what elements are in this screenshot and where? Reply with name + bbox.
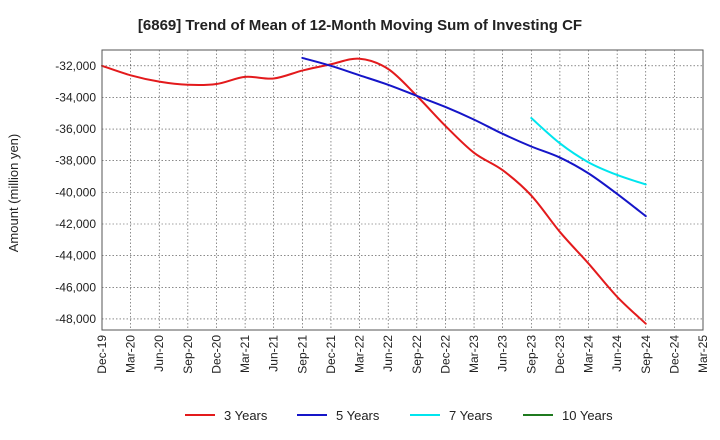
x-tick-label: Jun-21: [267, 335, 281, 372]
legend-label-7-years: 7 Years: [449, 408, 493, 423]
x-tick-label: Sep-24: [639, 335, 653, 374]
y-tick-label: -42,000: [55, 217, 96, 231]
y-tick-label: -36,000: [55, 122, 96, 136]
series-line-5-years: [301, 56, 647, 218]
x-tick-label: Sep-21: [295, 335, 309, 374]
series-layer: [101, 56, 647, 325]
y-axis-label: Amount (million yen): [6, 134, 21, 253]
x-tick-label: Dec-22: [438, 335, 452, 374]
x-tick-label: Dec-24: [667, 335, 681, 374]
plot-frame: [101, 49, 704, 331]
y-tick-label: -34,000: [55, 90, 96, 104]
series-line-7-years: [530, 117, 647, 186]
legend-label-3-years: 3 Years: [224, 408, 268, 423]
x-tick-label: Dec-19: [95, 335, 109, 374]
x-tick-label: Mar-20: [124, 335, 138, 373]
legend-label-10-years: 10 Years: [562, 408, 613, 423]
x-tick-label: Dec-21: [324, 335, 338, 374]
y-tick-label: -38,000: [55, 154, 96, 168]
y-tick-label: -32,000: [55, 59, 96, 73]
x-tick-label: Jun-22: [381, 335, 395, 372]
x-tick-label: Sep-20: [181, 335, 195, 374]
x-tick-label: Mar-22: [353, 335, 367, 373]
y-tick-label: -46,000: [55, 280, 96, 294]
x-tick-labels: Dec-19 Mar-20 Jun-20 Sep-20 Dec-20 Mar-21 Jun-…: [95, 335, 710, 374]
y-tick-label: -40,000: [55, 185, 96, 199]
series-line-3-years: [101, 57, 647, 325]
x-tick-label: Dec-20: [209, 335, 223, 374]
y-tick-label: -48,000: [55, 312, 96, 326]
grid: [102, 50, 703, 330]
x-tick-label: Sep-22: [410, 335, 424, 374]
y-tick-label: -44,000: [55, 249, 96, 263]
legend: 3 Years 5 Years 7 Years 10 Years: [185, 408, 613, 423]
x-tick-label: Mar-21: [238, 335, 252, 373]
x-tick-label: Jun-20: [152, 335, 166, 372]
y-tick-labels: -32,000 -34,000 -36,000 -38,000 -40,000 -42,0…: [55, 59, 96, 326]
x-tick-label: Mar-24: [582, 335, 596, 373]
x-tick-label: Dec-23: [553, 335, 567, 374]
x-tick-label: Jun-23: [496, 335, 510, 372]
x-tick-label: Mar-25: [696, 335, 710, 373]
x-tick-label: Mar-23: [467, 335, 481, 373]
chart-title: [6869] Trend of Mean of 12-Month Moving …: [138, 17, 582, 34]
x-tick-label: Jun-24: [610, 335, 624, 372]
x-tick-label: Sep-23: [524, 335, 538, 374]
legend-label-5-years: 5 Years: [336, 408, 380, 423]
